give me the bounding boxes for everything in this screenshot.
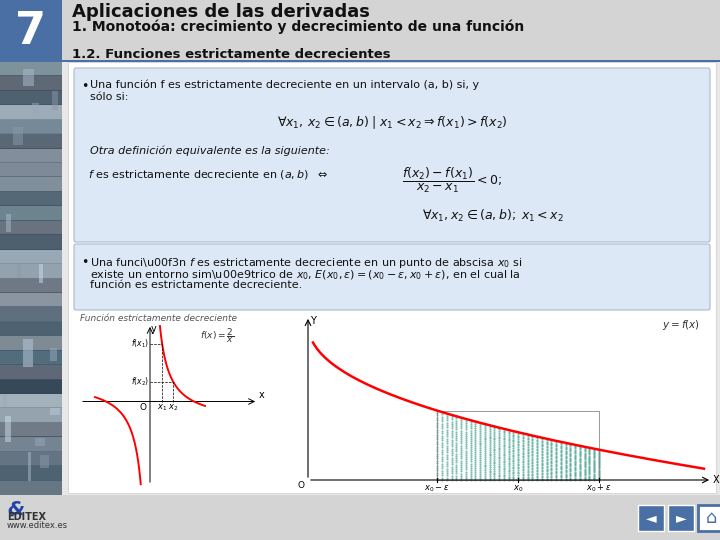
Text: ⌂: ⌂ (706, 509, 716, 527)
Bar (3, 394, 7, 407)
Bar (5, 416, 11, 442)
Bar (68, 62, 716, 493)
Bar (0, 76, 62, 91)
Bar (0, 263, 62, 279)
Text: existe un entorno sim\u00e9trico de $x_0$, $E(x_0,\varepsilon)=(x_0-\varepsilon,: existe un entorno sim\u00e9trico de $x_0… (90, 268, 521, 281)
Bar (0, 495, 720, 540)
Text: Función estrictamente decreciente: Función estrictamente decreciente (80, 314, 237, 323)
Bar (35, 438, 45, 446)
Bar (698, 505, 720, 531)
Bar (0, 0, 62, 62)
Bar (32, 103, 39, 117)
Bar (0, 335, 62, 350)
Bar (40, 455, 49, 468)
Bar (0, 104, 62, 120)
Bar (17, 264, 21, 278)
Bar (23, 69, 34, 86)
Text: $f(x)=\dfrac{2}{x}$: $f(x)=\dfrac{2}{x}$ (200, 326, 234, 345)
Bar (0, 234, 62, 249)
Bar (0, 422, 62, 437)
Text: O: O (297, 481, 304, 490)
Text: Y: Y (310, 316, 316, 326)
Bar (23, 339, 33, 367)
Text: &: & (7, 500, 24, 519)
Bar (0, 0, 720, 62)
Text: $f$ es estrictamente decreciente en $(a, b)$  $\Leftrightarrow$: $f$ es estrictamente decreciente en $(a,… (88, 168, 328, 181)
Bar (0, 220, 62, 235)
Text: y: y (151, 324, 157, 334)
Bar (0, 451, 62, 466)
Text: Una función f es estrictamente decreciente en un intervalo (a, b) si, y: Una función f es estrictamente decrecien… (90, 80, 479, 91)
Text: 1. Monotoóa: crecimiento y decrecimiento de una función: 1. Monotoóa: crecimiento y decrecimiento… (72, 19, 524, 33)
Text: $\forall x_1, x_2 \in (a, b);\; x_1 < x_2$: $\forall x_1, x_2 \in (a, b);\; x_1 < x_… (422, 208, 564, 224)
Bar (0, 162, 62, 178)
Bar (0, 248, 62, 264)
Text: $\dfrac{f(x_2) - f(x_1)}{x_2 - x_1} < 0;$: $\dfrac{f(x_2) - f(x_1)}{x_2 - x_1} < 0;… (402, 166, 502, 195)
FancyBboxPatch shape (74, 244, 710, 310)
Bar (0, 177, 62, 192)
Bar (0, 436, 62, 451)
Text: Otra definición equivalente es la siguiente:: Otra definición equivalente es la siguie… (90, 146, 330, 157)
Bar (50, 348, 57, 361)
Text: •: • (81, 80, 89, 93)
Text: X: X (713, 475, 719, 485)
Bar (0, 278, 62, 293)
Text: Aplicaciones de las derivadas: Aplicaciones de las derivadas (72, 3, 370, 21)
Text: Una funci\u00f3n $f$ es estrictamente decreciente en un punto de abscisa $x_0$ s: Una funci\u00f3n $f$ es estrictamente de… (90, 256, 522, 270)
Bar (0, 350, 62, 365)
Bar (0, 147, 62, 163)
Text: $y = f(x)$: $y = f(x)$ (662, 318, 700, 332)
Bar (52, 91, 58, 110)
Text: $f(x_1)$: $f(x_1)$ (131, 338, 149, 350)
Text: •: • (81, 256, 89, 269)
Text: sólo si:: sólo si: (90, 92, 128, 102)
Text: O: O (140, 402, 147, 411)
Bar (62, 60, 720, 62)
Bar (0, 61, 62, 77)
Bar (0, 133, 62, 148)
Bar (0, 306, 62, 322)
Text: 7: 7 (16, 10, 47, 52)
Bar (0, 205, 62, 221)
Bar (0, 379, 62, 394)
Bar (0, 393, 62, 408)
Bar (0, 191, 62, 206)
Text: $x_0+\varepsilon$: $x_0+\varepsilon$ (586, 483, 612, 495)
Text: $x_1$: $x_1$ (157, 402, 167, 413)
Text: función es estrictamente decreciente.: función es estrictamente decreciente. (90, 280, 302, 290)
Bar (0, 119, 62, 134)
Text: $\forall x_1,\, x_2 \in (a,b)\mid x_1 < x_2 \Rightarrow f(x_1) > f(x_2)$: $\forall x_1,\, x_2 \in (a,b)\mid x_1 < … (276, 114, 508, 131)
Bar (6, 214, 11, 232)
Bar (13, 127, 23, 145)
Text: www.editex.es: www.editex.es (7, 521, 68, 530)
Bar (50, 408, 60, 415)
Text: $x_0$: $x_0$ (513, 483, 523, 494)
Bar (0, 364, 62, 380)
Text: $f(x_2)$: $f(x_2)$ (131, 375, 149, 388)
Bar (0, 292, 62, 307)
Bar (0, 90, 62, 105)
Bar (0, 480, 62, 495)
Text: ◄: ◄ (646, 511, 657, 525)
Text: EDITEX: EDITEX (7, 512, 46, 522)
Bar (28, 452, 31, 481)
Bar (437, 410, 599, 480)
FancyBboxPatch shape (74, 68, 710, 242)
Bar (0, 465, 62, 481)
Text: $x_0-\varepsilon$: $x_0-\varepsilon$ (425, 483, 450, 494)
Bar (39, 264, 43, 283)
Text: x: x (259, 390, 265, 401)
Text: 1.2. Funciones estrictamente decrecientes: 1.2. Funciones estrictamente decreciente… (72, 48, 391, 61)
Bar (0, 321, 62, 336)
Bar (0, 407, 62, 423)
Bar (638, 505, 664, 531)
Text: $x_2$: $x_2$ (168, 402, 179, 413)
Bar (668, 505, 694, 531)
Text: ►: ► (675, 511, 686, 525)
